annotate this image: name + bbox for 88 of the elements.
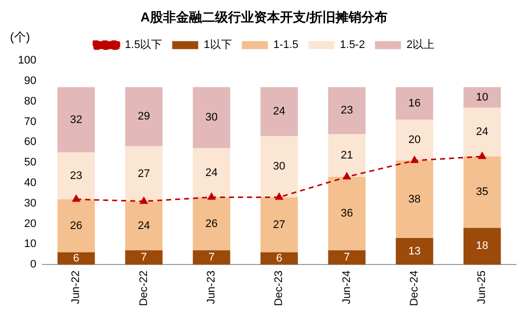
data-label: 7: [140, 251, 147, 264]
data-label: 6: [73, 252, 80, 264]
data-label: 26: [70, 220, 82, 232]
data-label: 23: [70, 170, 82, 182]
bar: [463, 156, 501, 228]
legend-label: 2以上: [406, 38, 435, 52]
data-label: 7: [344, 251, 350, 264]
x-tick-label: Dec-22: [138, 270, 150, 306]
legend-label: 1.5以下: [124, 38, 162, 52]
data-label: 7: [208, 251, 215, 264]
bar: [260, 87, 298, 136]
data-label: 27: [138, 168, 150, 180]
bar: [396, 120, 434, 161]
bar: [260, 197, 298, 252]
bar: [125, 250, 163, 265]
data-label: 16: [408, 97, 421, 110]
bar: [396, 87, 434, 120]
bar: [260, 252, 298, 265]
point: [275, 192, 283, 200]
data-label: 36: [340, 208, 353, 220]
bar: [328, 250, 366, 265]
legend-label: 1以下: [204, 38, 232, 52]
x-tick-label: Dec-24: [408, 270, 421, 306]
bar: [328, 176, 366, 250]
data-label: 35: [476, 186, 488, 198]
chart-title: A股非金融二级行业资本开支/折旧摊销分布: [140, 9, 388, 24]
bar: [463, 228, 501, 265]
data-label: 24: [476, 126, 488, 138]
point: [72, 195, 80, 202]
data-label: 38: [408, 193, 421, 206]
bar: [57, 87, 95, 152]
legend-label: 1-1.5: [273, 39, 298, 52]
x-tick-label: Jun-25: [476, 270, 488, 304]
y-tick-label: 40: [24, 176, 36, 189]
point: [343, 172, 351, 180]
data-label: 30: [273, 160, 286, 173]
x-tick-label: Dec-23: [273, 270, 286, 306]
y-tick-label: 70: [24, 116, 36, 128]
data-label: 20: [408, 134, 421, 146]
bar: [260, 136, 298, 198]
point: [140, 197, 148, 204]
x-tick-label: Jun-23: [206, 270, 218, 304]
data-label: 26: [205, 218, 218, 230]
data-label: 24: [205, 166, 218, 179]
data-label: 23: [340, 104, 353, 117]
bar: [396, 160, 434, 238]
bar: [192, 250, 230, 265]
bar: [463, 87, 501, 108]
data-label: 32: [70, 114, 82, 126]
y-tick-label: 10: [24, 238, 36, 250]
bar: [328, 134, 366, 177]
legend-label: 1.5-2: [340, 39, 365, 52]
data-label: 13: [408, 245, 421, 258]
y-tick-label: 60: [24, 136, 36, 148]
bar: [463, 108, 501, 156]
bar: [125, 146, 163, 202]
bar: [57, 152, 95, 200]
y-tick-label: 50: [24, 156, 36, 169]
data-label: 18: [476, 240, 488, 252]
y-tick-label: 20: [24, 218, 36, 230]
point: [208, 192, 216, 200]
x-tick-label: Jun-22: [70, 270, 82, 304]
data-label: 10: [476, 91, 488, 104]
y-tick-label: 80: [24, 95, 36, 108]
bar: [57, 252, 95, 265]
data-label: 6: [276, 252, 282, 264]
data-label: 24: [138, 220, 150, 232]
data-label: 29: [138, 110, 150, 123]
x-tick-label: Jun-24: [340, 270, 353, 304]
bar: [125, 87, 163, 146]
data-label: 27: [273, 218, 286, 231]
bar: [192, 87, 230, 148]
bar: [192, 197, 230, 250]
data-label: 24: [273, 106, 286, 118]
data-label: 30: [205, 112, 218, 124]
bar: [328, 87, 366, 134]
point: [410, 156, 418, 164]
bar: [396, 238, 434, 265]
bar: [125, 201, 163, 250]
y-tick-label: 0: [30, 258, 36, 271]
point: [478, 152, 486, 159]
y-axis-title: (个): [10, 30, 30, 44]
bar: [192, 148, 230, 198]
data-label: 21: [340, 149, 353, 162]
bar: [57, 199, 95, 252]
y-tick-label: 30: [24, 197, 36, 210]
y-tick-label: 90: [24, 75, 36, 88]
y-tick-label: 100: [18, 54, 36, 67]
